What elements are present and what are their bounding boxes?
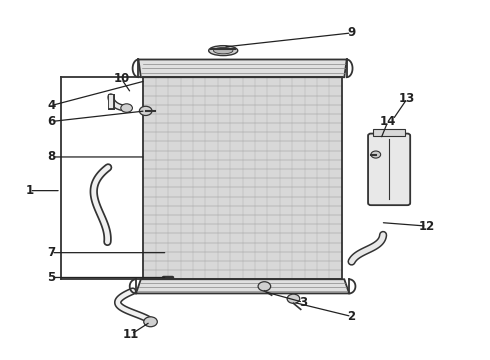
Text: 1: 1 (25, 184, 33, 197)
Circle shape (144, 317, 157, 327)
Ellipse shape (209, 46, 238, 55)
Text: 7: 7 (47, 246, 55, 259)
Ellipse shape (214, 48, 233, 54)
Text: 6: 6 (47, 115, 55, 128)
Text: 4: 4 (47, 99, 55, 112)
Circle shape (287, 294, 300, 303)
Circle shape (258, 282, 270, 291)
Text: 10: 10 (113, 72, 129, 85)
Text: 13: 13 (399, 92, 416, 105)
Text: 5: 5 (47, 271, 55, 284)
Text: 3: 3 (299, 296, 307, 309)
Text: 9: 9 (347, 26, 356, 39)
Text: 14: 14 (380, 115, 396, 128)
Circle shape (139, 106, 152, 116)
Polygon shape (143, 77, 342, 279)
FancyBboxPatch shape (368, 134, 410, 205)
Polygon shape (373, 129, 405, 136)
Circle shape (371, 151, 381, 158)
Circle shape (121, 104, 132, 112)
Text: 8: 8 (47, 150, 55, 163)
Text: 11: 11 (123, 328, 139, 341)
Text: 12: 12 (418, 220, 435, 233)
Polygon shape (138, 59, 347, 77)
Text: 2: 2 (347, 310, 356, 323)
Polygon shape (136, 279, 349, 293)
